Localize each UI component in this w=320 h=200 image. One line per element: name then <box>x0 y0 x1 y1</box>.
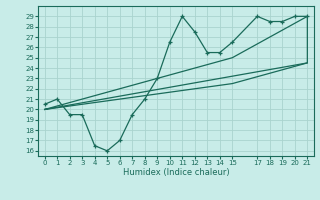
X-axis label: Humidex (Indice chaleur): Humidex (Indice chaleur) <box>123 168 229 177</box>
